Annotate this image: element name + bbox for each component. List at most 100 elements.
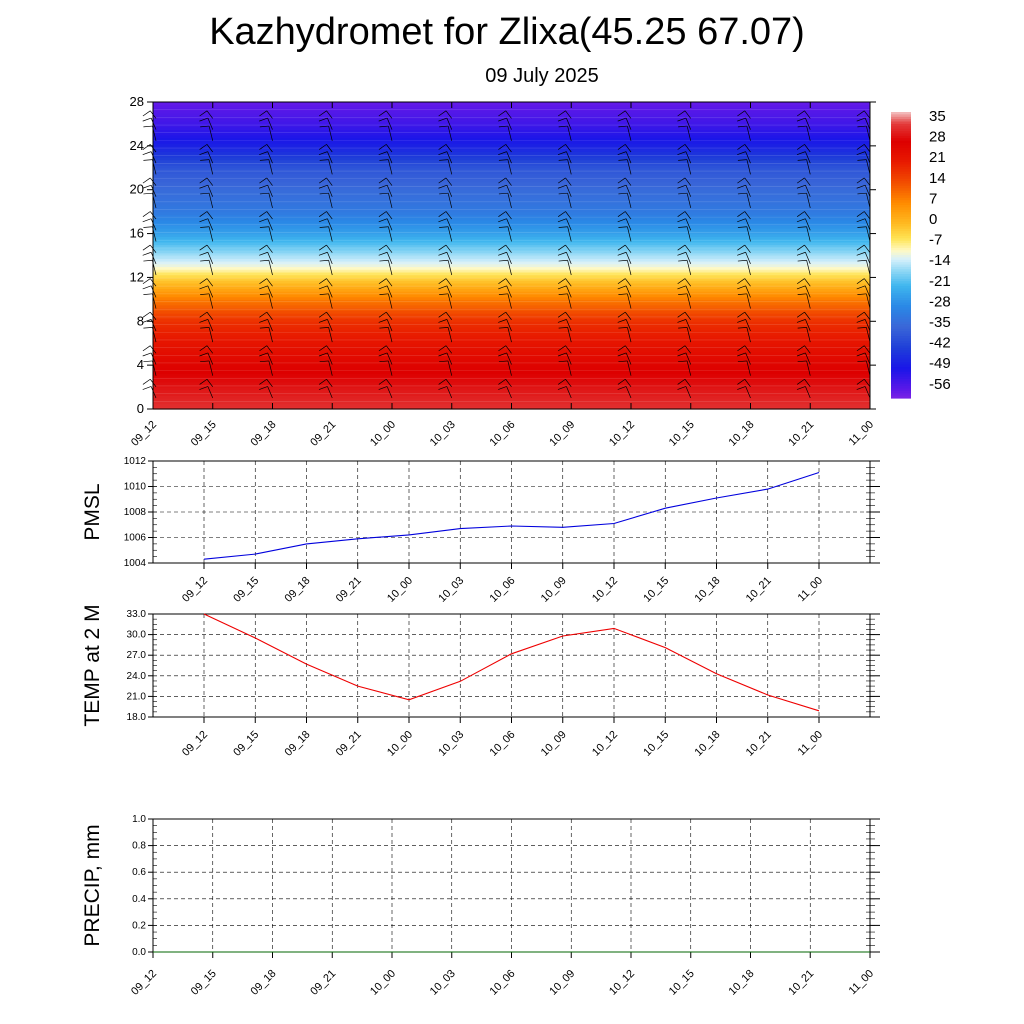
wind-barb-staff [446, 117, 453, 130]
wind-barb-staff [327, 252, 333, 264]
precip-x-tick-label: 10_12 [607, 968, 637, 998]
wind-barb-staff [744, 211, 751, 220]
colorbar-swatch [891, 231, 911, 235]
wind-barb-staff [326, 278, 333, 287]
wind-barb-flag [318, 211, 327, 217]
wind-barb-staff [208, 226, 214, 242]
wind-barb-flag [857, 360, 867, 363]
wind-barb-flag [857, 125, 867, 128]
wind-barb-staff [864, 211, 871, 220]
colorbar-swatch [891, 147, 911, 151]
wind-barb-flag [857, 293, 867, 295]
wind-barb-flag [796, 278, 805, 285]
colorbar-swatch [891, 262, 911, 266]
wind-barb-flag [438, 378, 447, 385]
colorbar-label: 21 [929, 149, 946, 166]
pmsl-x-tick-label: 09_15 [231, 575, 261, 605]
wind-barb-flag [199, 285, 209, 290]
y-tick-label: 28 [130, 94, 144, 109]
wind-barb-flag [797, 226, 807, 228]
wind-barb-staff [505, 379, 512, 388]
temperature-band [153, 332, 870, 336]
temperature-band [153, 395, 870, 399]
temp-x-tick-label: 10_03 [436, 729, 466, 759]
wind-barb-flag [856, 311, 865, 318]
temperature-band [153, 140, 870, 144]
colorbar-swatch [891, 164, 911, 168]
wind-barb-flag [737, 327, 747, 329]
colorbar-swatch [891, 133, 911, 137]
wind-barb-staff [567, 360, 572, 376]
colorbar-swatch [891, 140, 911, 144]
colorbar-swatch [891, 374, 911, 378]
pmsl-x-tick-label: 10_21 [744, 575, 774, 605]
wind-barb-staff [866, 159, 871, 175]
wind-barb-staff [746, 159, 751, 175]
wind-barb-flag [318, 144, 327, 150]
x-tick-label: 09_15 [189, 419, 219, 449]
wind-barb-staff [386, 285, 393, 298]
wind-barb-flag [318, 218, 328, 223]
wind-barb-flag [378, 244, 387, 251]
temperature-band [153, 291, 870, 295]
wind-barb-staff [446, 252, 453, 264]
wind-barb-flag [557, 251, 567, 256]
wind-barb-flag [142, 378, 151, 385]
wind-barb-flag [618, 259, 628, 262]
wind-barb-staff [685, 319, 692, 332]
wind-barb-flag [558, 159, 568, 161]
wind-barb-flag [199, 311, 208, 318]
wind-barb-staff [567, 293, 572, 309]
wind-barb-staff [207, 386, 214, 399]
wind-barb-staff [625, 185, 632, 197]
pmsl-x-tick-label: 09_21 [334, 575, 364, 605]
wind-barb-flag [142, 151, 152, 156]
temperature-band [153, 313, 870, 317]
wind-barb-staff [805, 185, 811, 197]
wind-barb-flag [259, 218, 268, 223]
wind-barb-flag [617, 110, 626, 117]
colorbar-swatch [891, 336, 911, 340]
temperature-band [153, 112, 870, 117]
wind-barb-flag [438, 218, 448, 223]
wind-barb-staff [805, 252, 811, 264]
wind-barb-flag [856, 184, 866, 189]
wind-barb-flag [438, 177, 447, 184]
wind-barb-staff [447, 360, 453, 376]
wind-barb-staff [746, 125, 751, 141]
wind-barb-flag [259, 244, 267, 251]
wind-barb-staff [206, 244, 214, 253]
wind-barb-staff [685, 252, 692, 264]
colorbar-label: -14 [929, 252, 951, 269]
wind-barb-staff [744, 177, 751, 186]
wind-barb-staff [566, 218, 572, 231]
wind-barb-staff [268, 159, 273, 175]
wind-barb-flag [200, 259, 210, 262]
wind-barb-flag [438, 319, 448, 323]
colorbar-swatch [891, 197, 911, 201]
wind-barb-flag [857, 259, 867, 262]
wind-barb-flag [677, 251, 687, 256]
wind-barb-flag [796, 218, 806, 223]
wind-barb-flag [143, 259, 153, 262]
wind-barb-flag [737, 345, 745, 352]
temperature-band [153, 126, 870, 131]
temperature-band [153, 288, 870, 292]
wind-barb-flag [438, 352, 448, 357]
wind-barb-staff [745, 352, 751, 365]
wind-barb-staff [806, 125, 811, 141]
wind-barb-flag [677, 211, 686, 217]
wind-barb-staff [625, 311, 632, 320]
temperature-band [153, 299, 870, 303]
wind-barb-flag [142, 117, 152, 122]
wind-barb-staff [567, 327, 572, 343]
wind-barb-staff [866, 125, 871, 141]
wind-barb-flag [558, 360, 568, 363]
wind-barb-flag [200, 159, 210, 161]
wind-barb-flag [678, 259, 688, 262]
wind-barb-staff [864, 252, 871, 264]
wind-barb-flag [677, 110, 686, 117]
wind-barb-staff [446, 386, 453, 399]
wind-barb-flag [379, 192, 389, 195]
wind-barb-staff [206, 311, 214, 320]
